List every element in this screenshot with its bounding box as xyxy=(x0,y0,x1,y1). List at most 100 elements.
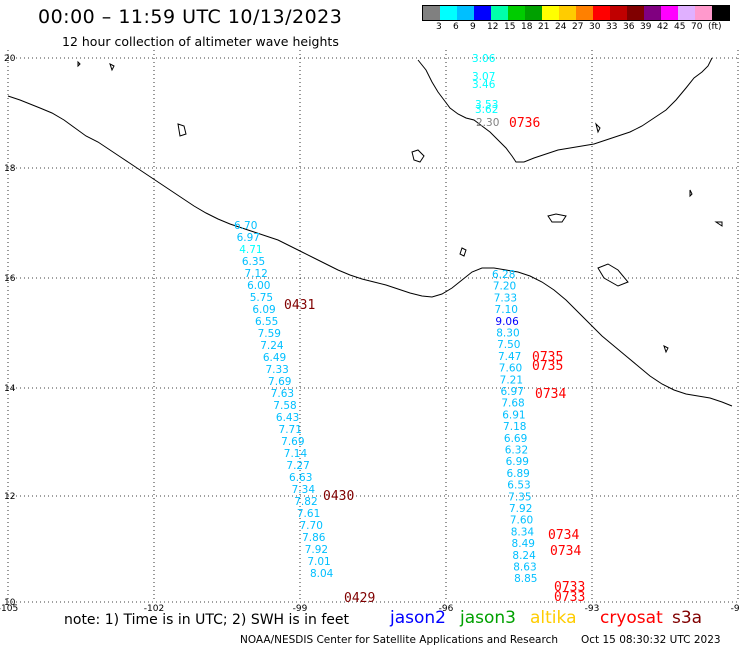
wave-height-value: 6.53 xyxy=(507,480,530,492)
wave-height-value: 6.70 xyxy=(234,220,257,232)
legend-item-jason3: jason3 xyxy=(460,608,516,628)
color-swatch xyxy=(542,6,559,20)
color-swatch xyxy=(644,6,661,20)
pass-time-label: 0733 xyxy=(554,580,585,595)
wave-height-value: 7.82 xyxy=(294,496,317,508)
wave-height-value: 7.24 xyxy=(260,340,284,352)
pass-time-label: 0736 xyxy=(509,116,540,131)
island xyxy=(459,247,467,257)
color-scale-bar xyxy=(422,5,730,21)
page-title: 00:00 – 11:59 UTC 10/13/2023 xyxy=(38,6,343,28)
pacific-coastline xyxy=(7,95,733,407)
wave-height-value: 6.99 xyxy=(506,456,529,468)
wave-height-value: 3.06 xyxy=(472,53,496,65)
wave-height-value: 6.43 xyxy=(276,412,299,424)
legend-item-s3a: s3a xyxy=(672,608,703,628)
island xyxy=(109,63,115,72)
wave-height-value: 7.92 xyxy=(305,544,328,556)
generated-timestamp: Oct 15 08:30:32 UTC 2023 xyxy=(581,634,721,646)
wave-height-value: 2.30 xyxy=(476,117,499,129)
wave-height-value: 6.97 xyxy=(237,232,260,244)
wave-height-value: 3.53 xyxy=(475,99,498,111)
color-swatch xyxy=(695,6,712,20)
color-swatch xyxy=(457,6,474,20)
wave-height-value: 8.63 xyxy=(513,562,536,574)
island xyxy=(689,189,693,198)
color-swatch xyxy=(610,6,627,20)
pass-time-label: 0735 xyxy=(532,350,563,365)
wave-height-value: 5.75 xyxy=(250,292,273,304)
color-scale-label: (ft) xyxy=(708,22,722,32)
color-swatch xyxy=(661,6,678,20)
wave-height-value: 7.12 xyxy=(244,268,267,280)
longitude-label: -99 xyxy=(293,604,308,614)
color-scale-label: 45 xyxy=(674,22,686,32)
color-scale-label: 39 xyxy=(640,22,652,32)
wave-height-value: 6.32 xyxy=(505,445,528,457)
footer-note: note: 1) Time is in UTC; 2) SWH is in fe… xyxy=(64,612,350,628)
wave-height-value: 7.33 xyxy=(265,364,288,376)
gulf-coastline xyxy=(417,57,713,163)
wave-height-value: 6.97 xyxy=(501,386,524,398)
latitude-label: 20 xyxy=(4,54,16,64)
legend-item-jason2: jason2 xyxy=(390,608,446,628)
color-scale-label: 70 xyxy=(691,22,703,32)
wave-height-value: 8.85 xyxy=(514,573,537,585)
wave-height-value: 7.69 xyxy=(281,436,304,448)
wave-height-value: 7.50 xyxy=(497,339,520,351)
pass-time-label: 0734 xyxy=(548,528,579,543)
wave-height-value: 4.71 xyxy=(239,244,262,256)
wave-height-value: 7.34 xyxy=(292,484,316,496)
wave-height-value: 6.69 xyxy=(504,433,527,445)
color-scale-label: 12 xyxy=(487,22,499,32)
wave-height-value: 8.49 xyxy=(512,538,535,550)
wave-height-value: 6.89 xyxy=(506,468,529,480)
island xyxy=(77,60,81,68)
wave-height-value: 8.34 xyxy=(511,526,535,538)
wave-height-values: 6.706.974.716.357.126.005.756.096.557.59… xyxy=(234,53,537,585)
wave-height-value: 6.49 xyxy=(263,352,286,364)
legend-item-altika: altika xyxy=(530,608,577,628)
wave-height-value: 7.60 xyxy=(499,363,522,375)
color-swatch xyxy=(712,6,729,20)
color-scale-label: 42 xyxy=(657,22,669,32)
wave-height-value: 7.47 xyxy=(498,351,521,363)
wave-height-value: 6.09 xyxy=(252,304,275,316)
wave-height-value: 7.27 xyxy=(286,460,309,472)
wave-height-value: 7.18 xyxy=(503,421,526,433)
color-swatch xyxy=(593,6,610,20)
pass-time-label: 0431 xyxy=(284,298,315,313)
wave-height-value: 7.20 xyxy=(493,281,516,293)
longitude-label: -105 xyxy=(0,604,18,614)
color-scale-label: 33 xyxy=(606,22,618,32)
wave-height-value: 7.35 xyxy=(508,491,531,503)
wave-height-value: 7.21 xyxy=(500,374,523,386)
pass-time-label: 0735 xyxy=(532,359,563,374)
latitude-label: 18 xyxy=(4,164,16,174)
island xyxy=(177,123,187,137)
wave-height-value: 3.46 xyxy=(472,79,496,91)
wave-height-value: 7.71 xyxy=(279,424,302,436)
color-scale-label: 15 xyxy=(504,22,516,32)
color-scale-label: 30 xyxy=(589,22,601,32)
longitude-labels: -105 -102 -99 -96 -93 -90 xyxy=(0,604,740,614)
page-subtitle: 12 hour collection of altimeter wave hei… xyxy=(62,34,339,49)
wave-height-value: 7.14 xyxy=(284,448,308,460)
color-swatch xyxy=(440,6,457,20)
wave-height-value: 7.69 xyxy=(268,376,291,388)
color-swatch xyxy=(508,6,525,20)
color-swatch xyxy=(474,6,491,20)
wave-height-value: 6.00 xyxy=(247,280,270,292)
wave-height-value: 7.68 xyxy=(501,398,524,410)
latitude-label: 14 xyxy=(4,384,16,394)
color-scale-label: 3 xyxy=(436,22,442,32)
longitude-label: -90 xyxy=(731,604,740,614)
color-swatch xyxy=(423,6,440,20)
pass-time-label: 0734 xyxy=(535,387,566,402)
pass-time-labels: 0431043004290736073507350734073407340733… xyxy=(284,116,585,606)
color-scale-label: 6 xyxy=(453,22,459,32)
color-scale-label: 24 xyxy=(555,22,567,32)
color-swatch xyxy=(576,6,593,20)
wave-height-value: 6.35 xyxy=(242,256,265,268)
latitude-label: 12 xyxy=(4,492,15,502)
